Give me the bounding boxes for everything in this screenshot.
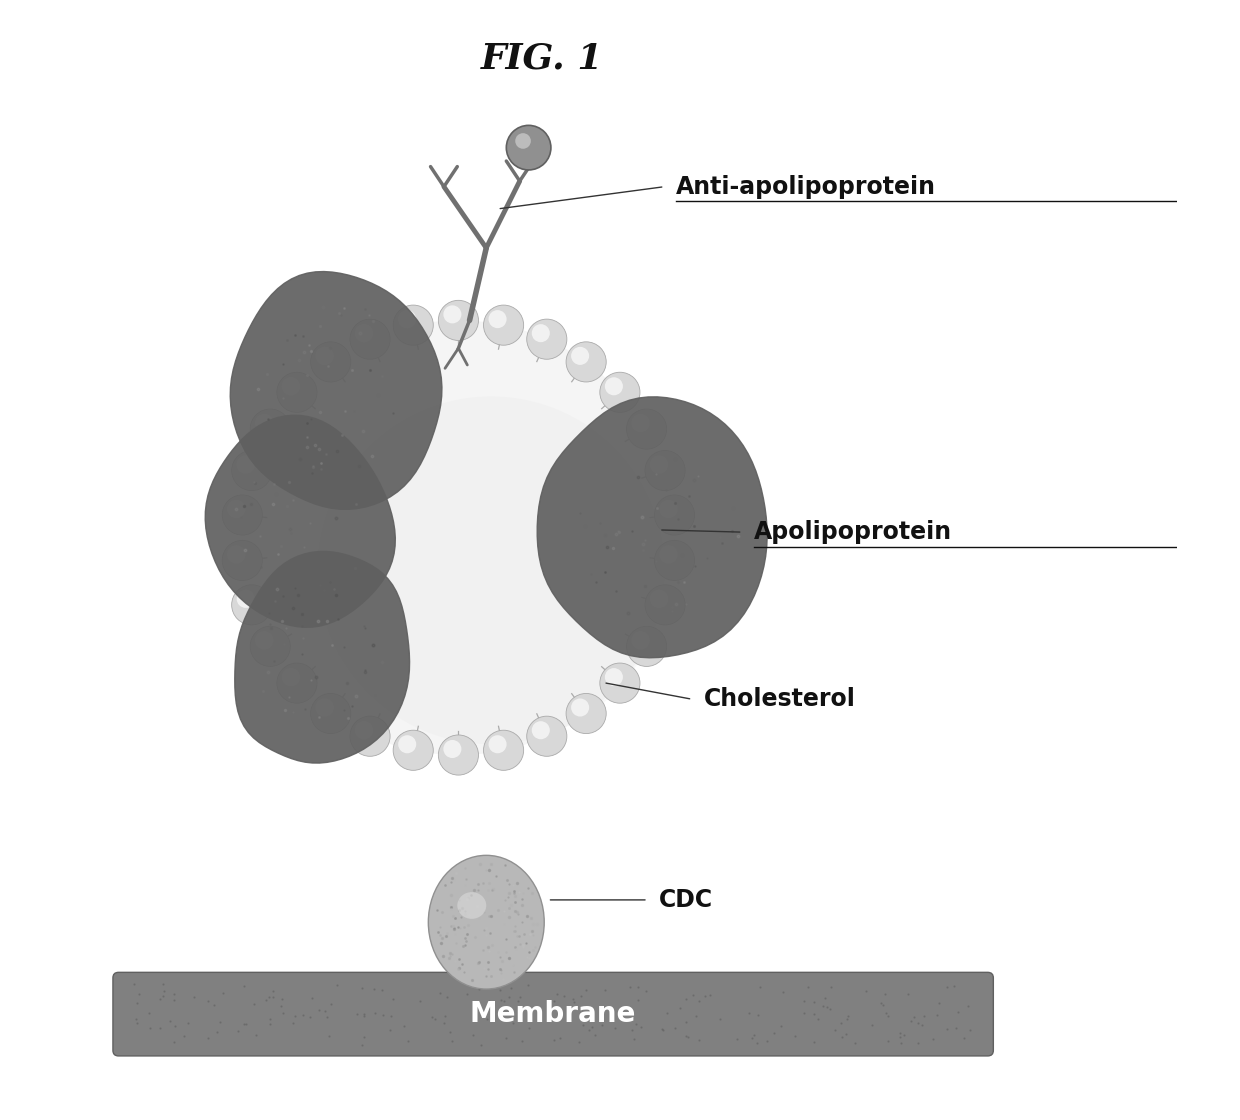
Circle shape [532, 721, 549, 739]
FancyBboxPatch shape [113, 972, 993, 1056]
Circle shape [310, 693, 351, 734]
Circle shape [222, 540, 263, 580]
Circle shape [572, 699, 589, 717]
Circle shape [439, 300, 479, 340]
Circle shape [255, 632, 273, 650]
Polygon shape [231, 271, 441, 510]
Circle shape [489, 310, 507, 328]
Circle shape [645, 585, 686, 625]
Circle shape [227, 500, 246, 519]
Ellipse shape [428, 856, 544, 989]
Circle shape [484, 305, 523, 345]
Circle shape [316, 347, 334, 365]
Circle shape [350, 319, 391, 360]
Circle shape [398, 735, 417, 754]
Circle shape [237, 456, 254, 474]
Circle shape [532, 324, 549, 343]
Circle shape [660, 545, 677, 563]
Circle shape [655, 495, 694, 535]
Circle shape [222, 495, 263, 535]
Polygon shape [234, 551, 409, 763]
Circle shape [317, 396, 665, 744]
Circle shape [316, 699, 334, 717]
Circle shape [232, 450, 272, 491]
Circle shape [393, 730, 433, 771]
Circle shape [506, 125, 551, 170]
Circle shape [444, 306, 461, 324]
Circle shape [255, 414, 273, 432]
Circle shape [600, 372, 640, 412]
Text: Membrane: Membrane [470, 1000, 636, 1028]
Circle shape [398, 310, 417, 328]
Circle shape [241, 320, 676, 755]
Circle shape [250, 409, 290, 449]
Circle shape [281, 377, 300, 395]
Polygon shape [205, 416, 396, 627]
Text: FIG. 1: FIG. 1 [481, 41, 603, 76]
Circle shape [250, 626, 290, 666]
Circle shape [484, 730, 523, 771]
Circle shape [626, 626, 667, 666]
Circle shape [355, 721, 373, 739]
Text: Apolipoprotein: Apolipoprotein [754, 520, 952, 544]
Circle shape [355, 324, 373, 343]
Circle shape [237, 590, 254, 608]
Circle shape [527, 319, 567, 360]
Text: Anti-apolipoprotein: Anti-apolipoprotein [676, 175, 936, 198]
Circle shape [439, 735, 479, 775]
Circle shape [660, 500, 677, 519]
Circle shape [650, 456, 668, 474]
Circle shape [567, 342, 606, 382]
Circle shape [350, 716, 391, 756]
Circle shape [516, 133, 531, 149]
Polygon shape [537, 396, 768, 657]
Circle shape [277, 663, 317, 703]
Text: Cholesterol: Cholesterol [703, 688, 856, 711]
Text: CDC: CDC [658, 888, 713, 912]
Circle shape [626, 409, 667, 449]
Circle shape [605, 377, 622, 395]
Circle shape [489, 735, 507, 754]
Circle shape [631, 632, 650, 650]
Circle shape [655, 540, 694, 580]
Circle shape [393, 305, 433, 345]
Circle shape [527, 716, 567, 756]
Circle shape [281, 668, 300, 687]
Circle shape [310, 342, 351, 382]
Circle shape [227, 545, 246, 563]
Circle shape [650, 590, 668, 608]
Circle shape [232, 585, 272, 625]
Circle shape [277, 372, 317, 412]
Circle shape [631, 414, 650, 432]
Circle shape [600, 663, 640, 703]
Circle shape [572, 347, 589, 365]
Circle shape [605, 668, 622, 687]
Ellipse shape [458, 893, 486, 918]
Circle shape [645, 450, 686, 491]
Circle shape [567, 693, 606, 734]
Circle shape [444, 740, 461, 758]
